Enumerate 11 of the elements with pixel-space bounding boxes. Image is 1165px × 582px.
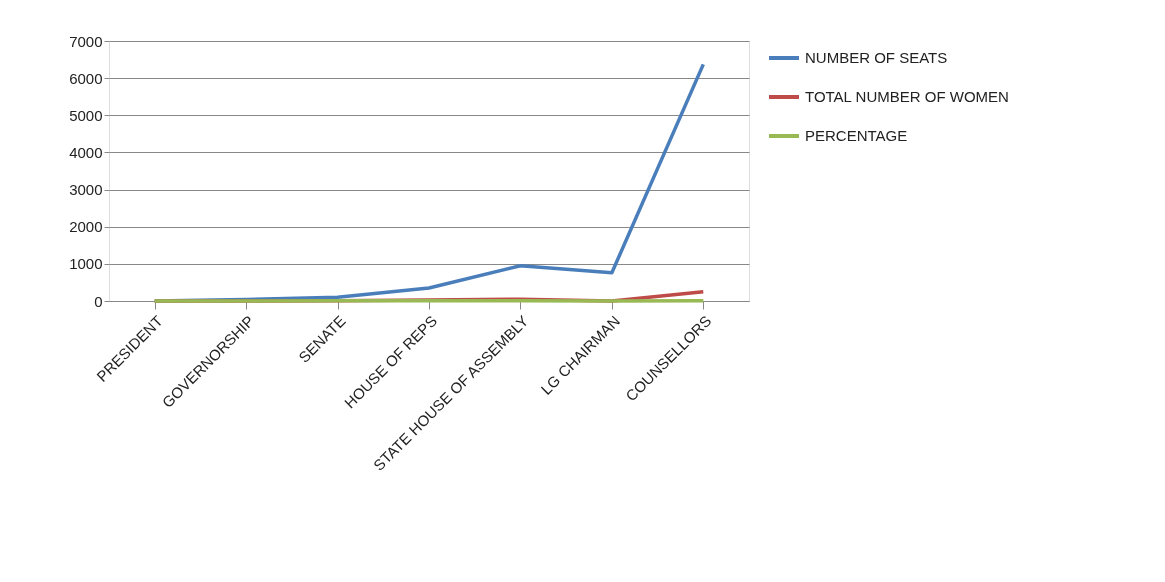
y-tick-label: 1000 <box>69 255 103 273</box>
y-tick-label: 7000 <box>69 32 103 50</box>
y-tick-label: 0 <box>94 292 103 310</box>
y-tick-label: 5000 <box>69 106 103 124</box>
y-tick-label: 2000 <box>69 218 103 236</box>
y-tick-label: 6000 <box>69 69 103 87</box>
y-tick-label: 3000 <box>69 181 103 199</box>
y-tick-label: 4000 <box>69 143 103 161</box>
legend-label: TOTAL NUMBER OF WOMEN <box>805 88 1009 105</box>
legend-label: NUMBER OF SEATS <box>805 49 948 66</box>
legend-label: PERCENTAGE <box>805 127 908 144</box>
